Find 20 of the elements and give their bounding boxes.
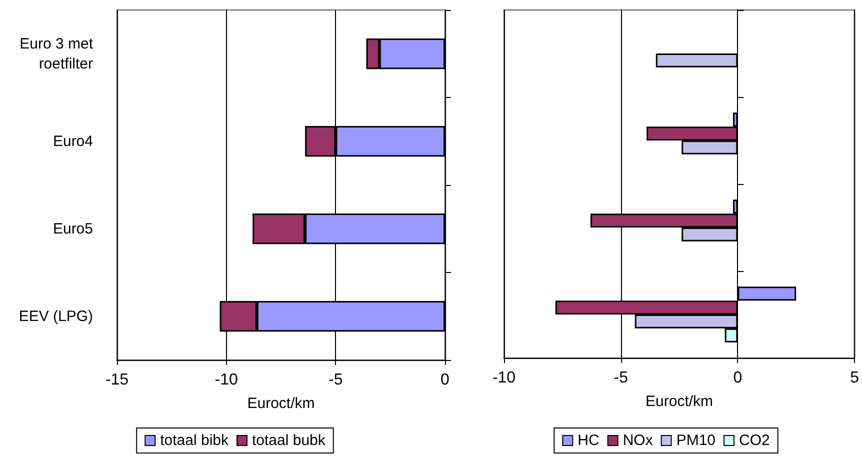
x-tick-label: 5 xyxy=(850,370,860,386)
x-tick-label: 0 xyxy=(733,370,742,386)
y-tick-label: Euro4 xyxy=(52,132,93,150)
x-tick-label: -15 xyxy=(105,372,129,388)
x-tick-label: 0 xyxy=(440,372,450,388)
x-tick-label: -10 xyxy=(214,372,238,388)
x-axis-title: Euroct/km xyxy=(646,393,714,410)
x-tick-label: -10 xyxy=(492,370,516,386)
legend-label: CO2 xyxy=(739,432,770,449)
legend-label: totaal bibk xyxy=(160,432,229,449)
legend-label: HC xyxy=(578,432,600,449)
y-tick-label: Euro5 xyxy=(52,220,93,238)
x-tick-label: -5 xyxy=(614,370,628,386)
legend-label: NOx xyxy=(622,432,654,449)
x-axis-title: Euroct/km xyxy=(247,395,315,412)
y-tick-label: EEV (LPG) xyxy=(18,308,94,325)
x-tick-label: -5 xyxy=(328,372,343,388)
y-tick-label: Euro 3 met roetfilter xyxy=(20,35,94,72)
legend-label: totaal bubk xyxy=(252,432,326,449)
legend-label: PM10 xyxy=(676,432,716,449)
